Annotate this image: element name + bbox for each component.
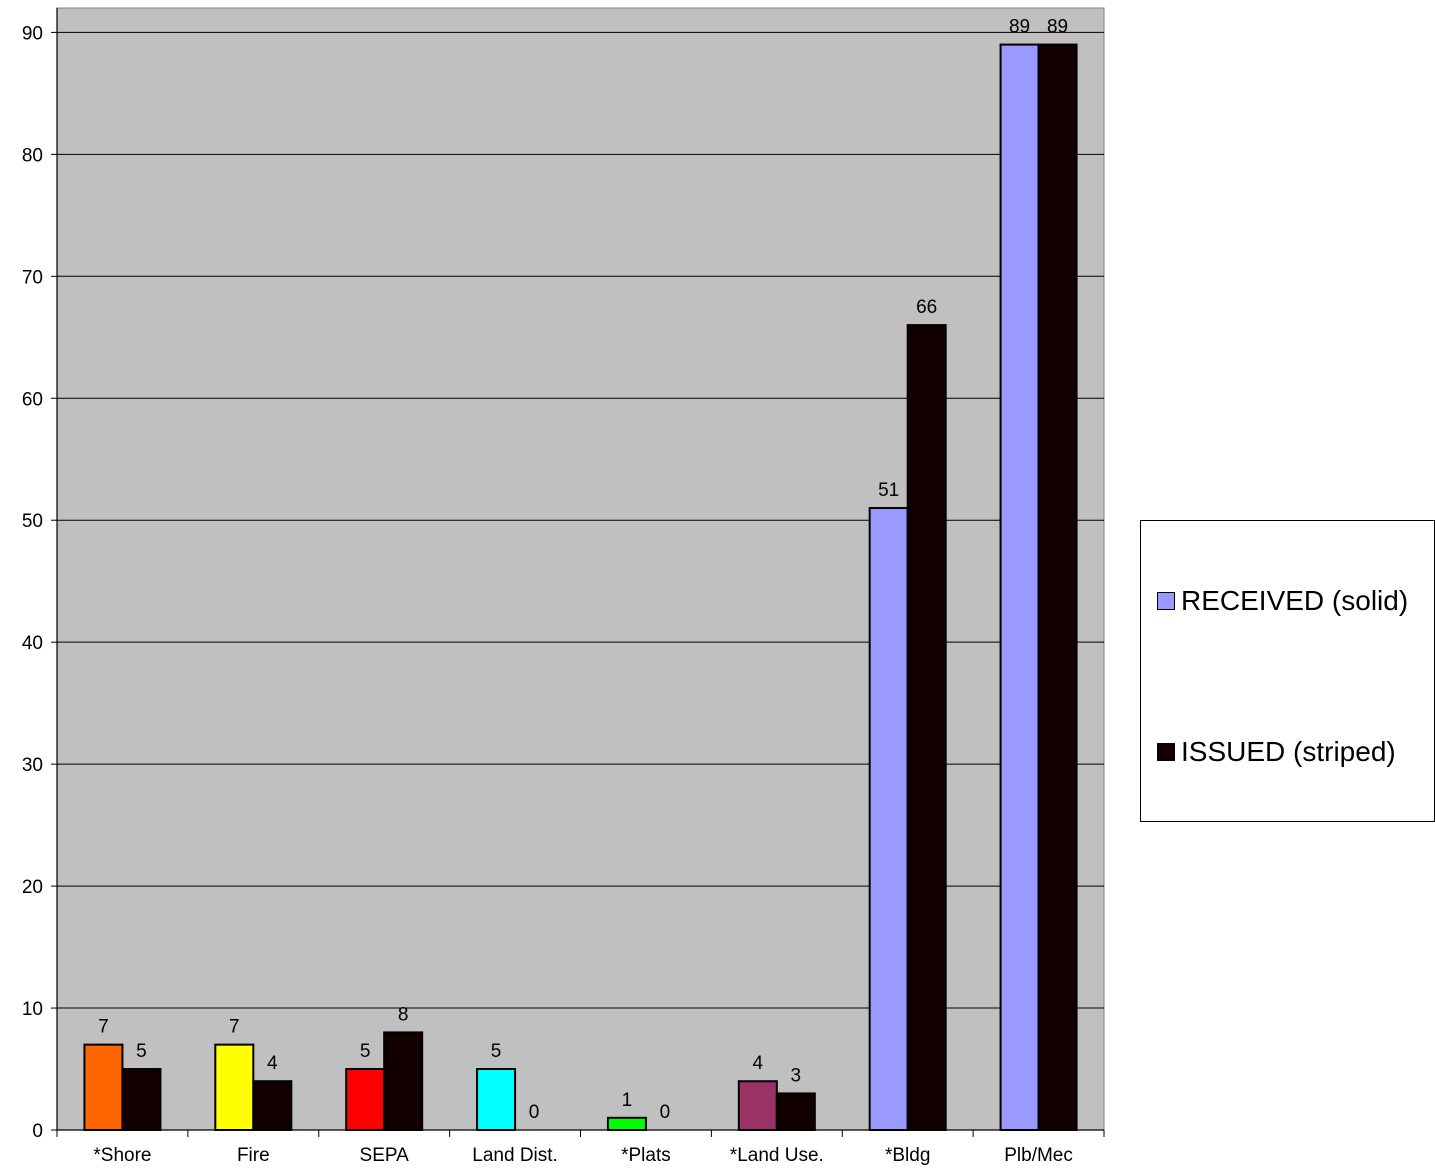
bar-received bbox=[737, 1080, 778, 1132]
x-tick-label: *Shore bbox=[93, 1145, 151, 1166]
y-tick-label: 20 bbox=[22, 877, 43, 898]
data-label-issued: 3 bbox=[791, 1065, 802, 1086]
x-tick-label: SEPA bbox=[360, 1145, 410, 1166]
y-tick-label: 60 bbox=[22, 389, 43, 410]
data-label-issued: 66 bbox=[916, 297, 937, 318]
legend-swatch-issued bbox=[1157, 743, 1175, 761]
y-tick-label: 10 bbox=[22, 999, 43, 1020]
bar-received bbox=[214, 1043, 255, 1132]
legend-label-received: RECEIVED (solid) bbox=[1181, 585, 1409, 616]
data-label-issued: 0 bbox=[529, 1102, 540, 1123]
data-label-issued: 89 bbox=[1047, 17, 1068, 38]
x-tick-label: Plb/Mec bbox=[1004, 1145, 1073, 1166]
bar-issued bbox=[252, 1080, 293, 1132]
y-tick-label: 30 bbox=[22, 755, 43, 776]
bar-received bbox=[606, 1116, 647, 1131]
x-tick-label: Fire bbox=[237, 1145, 270, 1166]
bar-received bbox=[345, 1068, 386, 1131]
bar-issued bbox=[906, 324, 947, 1131]
legend-item-issued: ISSUED (striped) bbox=[1157, 736, 1396, 768]
x-tick-label: *Bldg bbox=[885, 1145, 930, 1166]
legend-label-issued: ISSUED (striped) bbox=[1181, 736, 1396, 767]
data-label-received: 89 bbox=[1009, 17, 1030, 38]
y-tick-label: 70 bbox=[22, 267, 43, 288]
bar-issued bbox=[1037, 43, 1078, 1132]
x-tick-label: Land Dist. bbox=[472, 1145, 558, 1166]
y-tick-label: 40 bbox=[22, 633, 43, 654]
y-tick-label: 50 bbox=[22, 511, 43, 532]
bar-received bbox=[476, 1068, 517, 1131]
bar-received bbox=[868, 507, 909, 1131]
bar-issued bbox=[775, 1092, 816, 1132]
bar-received bbox=[83, 1043, 124, 1132]
data-label-received: 5 bbox=[360, 1041, 371, 1062]
bar-issued bbox=[121, 1068, 162, 1131]
data-label-received: 51 bbox=[878, 480, 899, 501]
y-tick-label: 80 bbox=[22, 145, 43, 166]
y-tick-label: 0 bbox=[32, 1121, 43, 1142]
data-label-received: 7 bbox=[229, 1017, 240, 1038]
y-tick-label: 90 bbox=[22, 23, 43, 44]
data-label-received: 1 bbox=[622, 1090, 633, 1111]
x-tick-label: *Land Use. bbox=[730, 1145, 824, 1166]
data-label-received: 4 bbox=[753, 1053, 764, 1074]
data-label-received: 5 bbox=[491, 1041, 502, 1062]
legend: RECEIVED (solid) ISSUED (striped) bbox=[1140, 520, 1435, 822]
data-label-received: 7 bbox=[98, 1017, 109, 1038]
bar-received bbox=[999, 43, 1040, 1132]
plot-area bbox=[56, 7, 1105, 1131]
x-tick-label: *Plats bbox=[621, 1145, 671, 1166]
data-label-issued: 0 bbox=[660, 1102, 671, 1123]
legend-swatch-received bbox=[1157, 592, 1175, 610]
bar-issued bbox=[383, 1031, 424, 1132]
data-label-issued: 8 bbox=[398, 1004, 409, 1025]
data-label-issued: 4 bbox=[267, 1053, 278, 1074]
legend-item-received: RECEIVED (solid) bbox=[1157, 585, 1408, 617]
data-label-issued: 5 bbox=[136, 1041, 147, 1062]
